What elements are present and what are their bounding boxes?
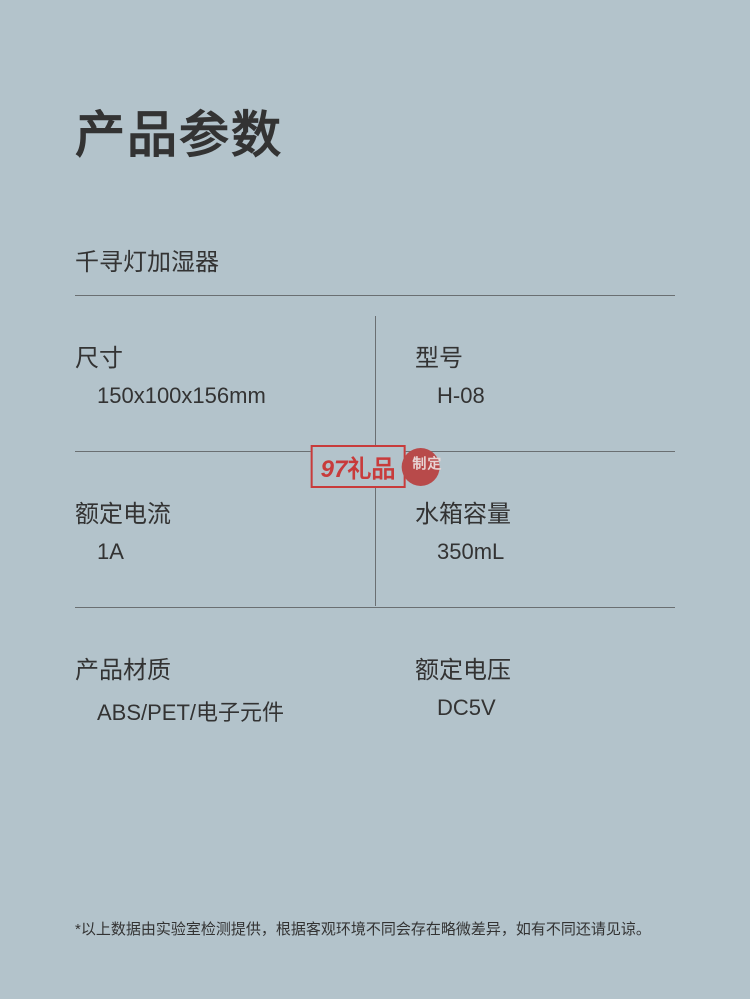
spec-value: 150x100x156mm: [75, 383, 375, 409]
spec-label: 尺寸: [75, 338, 375, 373]
spec-cell: 尺寸 150x100x156mm: [75, 296, 375, 451]
spec-cell: 型号 H-08: [375, 296, 675, 451]
brand-watermark: 97礼品 定制: [311, 445, 440, 488]
disclaimer-text: *以上数据由实验室检测提供，根据客观环境不同会存在略微差异，如有不同还请见谅。: [75, 918, 675, 939]
spec-cell: 额定电压 DC5V: [375, 608, 675, 769]
seal-text: 定制: [411, 456, 441, 476]
spec-label: 型号: [415, 338, 675, 373]
watermark-number: 97: [321, 456, 348, 483]
spec-label: 额定电流: [75, 494, 375, 529]
spec-grid: 尺寸 150x100x156mm 型号 H-08 额定电流 1A 水箱容量 35…: [75, 296, 675, 769]
spec-value: H-08: [415, 383, 675, 409]
seal-icon: 定制: [401, 448, 439, 486]
watermark-brand: 礼品: [347, 457, 395, 483]
page-title: 产品参数: [75, 95, 675, 167]
spec-value: 350mL: [415, 539, 675, 565]
spec-label: 额定电压: [415, 650, 675, 685]
spec-value: ABS/PET/电子元件: [75, 695, 375, 727]
spec-value: DC5V: [415, 695, 675, 721]
spec-label: 水箱容量: [415, 494, 675, 529]
watermark-box: 97礼品: [311, 445, 406, 488]
spec-cell: 产品材质 ABS/PET/电子元件: [75, 608, 375, 769]
product-name: 千寻灯加湿器: [75, 242, 675, 296]
spec-label: 产品材质: [75, 650, 375, 685]
spec-value: 1A: [75, 539, 375, 565]
spec-sheet: 产品参数 千寻灯加湿器 尺寸 150x100x156mm 型号 H-08 额定电…: [0, 0, 750, 769]
